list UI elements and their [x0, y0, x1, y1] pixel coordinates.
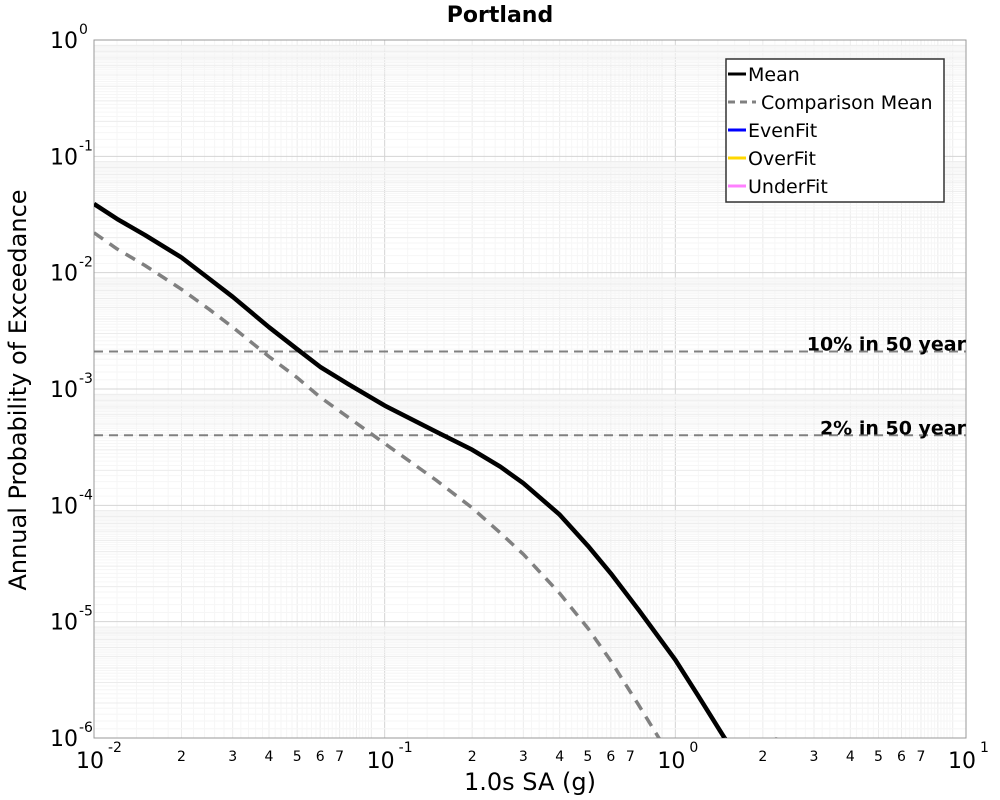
- x-minor-tick-label: 6: [316, 749, 325, 765]
- x-major-tick-label: 10: [948, 749, 976, 774]
- x-tick-exponent: 1: [980, 740, 989, 756]
- series-line: [94, 231, 727, 738]
- legend-box: [725, 58, 945, 203]
- y-major-tick-label: 10: [50, 378, 78, 403]
- x-minor-tick-label: 6: [897, 749, 906, 765]
- y-axis-title: Annual Probability of Exceedance: [4, 189, 32, 590]
- x-tick-base: 10: [367, 749, 395, 774]
- x-minor-tick-label: 7: [335, 749, 344, 765]
- x-minor-tick-label: 3: [228, 749, 237, 765]
- x-minor-tick-label: 4: [555, 749, 564, 765]
- y-major-tick-label: 10: [50, 494, 78, 519]
- y-major-tick-label: 10: [50, 727, 78, 752]
- x-minor-tick-label: 3: [810, 749, 819, 765]
- y-major-tick-label: 10: [50, 611, 78, 636]
- x-minor-tick-label: 5: [583, 749, 592, 765]
- x-axis-title: 1.0s SA (g): [464, 768, 596, 796]
- x-major-tick-label: 10: [76, 749, 104, 774]
- x-tick-exponent: 0: [689, 740, 698, 756]
- x-minor-tick-label: 5: [874, 749, 883, 765]
- reference-line-label: 2% in 50 year: [820, 417, 967, 439]
- y-major-tick-label: 10: [50, 145, 78, 170]
- series-lines: [94, 202, 778, 738]
- x-tick-base: 10: [948, 749, 976, 774]
- x-major-tick-label: 10: [657, 749, 685, 774]
- legend-label: UnderFit: [748, 176, 828, 198]
- legend-label: Comparison Mean: [761, 92, 933, 114]
- plot-frame: [93, 39, 967, 739]
- x-minor-tick-label: 6: [606, 749, 615, 765]
- y-tick-exponent: -6: [79, 720, 93, 736]
- x-minor-tick-label: 2: [758, 749, 767, 765]
- legend-label: Mean: [748, 64, 800, 86]
- legend-label: OverFit: [748, 148, 816, 170]
- x-minor-tick-label: 2: [468, 749, 477, 765]
- y-tick-exponent: 0: [79, 22, 88, 38]
- x-minor-tick-label: 7: [917, 749, 926, 765]
- x-minor-tick-label: 2: [177, 749, 186, 765]
- x-tick-exponent: -2: [108, 740, 122, 756]
- y-major-tick-label: 10: [50, 262, 78, 287]
- x-tick-exponent: -1: [399, 740, 413, 756]
- x-minor-tick-label: 4: [846, 749, 855, 765]
- y-major-tick-label: 10: [50, 29, 78, 54]
- y-tick-exponent: -5: [79, 604, 93, 620]
- reference-line-label: 10% in 50 year: [807, 334, 967, 356]
- chart-title: Portland: [447, 3, 553, 28]
- x-minor-tick-label: 7: [626, 749, 635, 765]
- legend-label: EvenFit: [748, 120, 817, 142]
- y-tick-exponent: -3: [79, 371, 93, 387]
- legend: Mean Comparison Mean EvenFit OverFit UnderFi…: [725, 58, 945, 203]
- x-minor-tick-label: 5: [293, 749, 302, 765]
- series-line: [94, 202, 778, 738]
- y-tick-exponent: -4: [79, 487, 93, 503]
- y-tick-exponent: -2: [79, 255, 93, 271]
- y-tick-exponent: -1: [79, 138, 93, 154]
- x-tick-base: 10: [76, 749, 104, 774]
- x-minor-tick-label: 4: [265, 749, 274, 765]
- x-major-tick-label: 10: [367, 749, 395, 774]
- reference-lines: 10% in 50 year 2% in 50 year: [94, 334, 967, 439]
- x-minor-tick-label: 3: [519, 749, 528, 765]
- x-tick-base: 10: [657, 749, 685, 774]
